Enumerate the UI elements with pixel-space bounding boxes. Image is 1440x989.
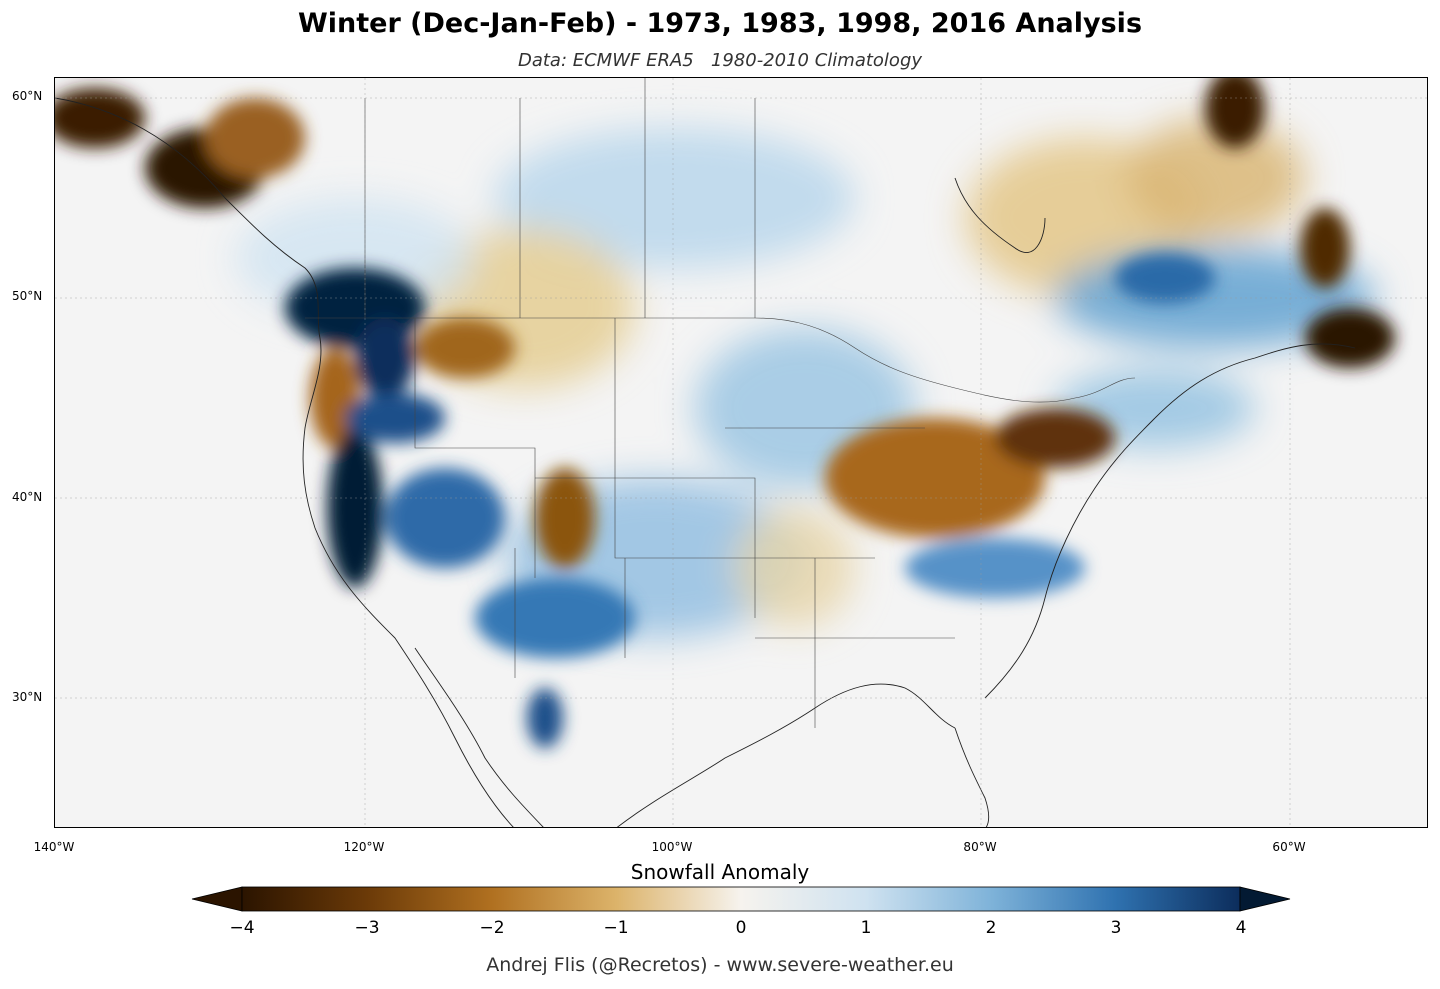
colorbar-tick: −1 bbox=[603, 918, 629, 938]
colorbar-tick: 0 bbox=[735, 918, 747, 938]
coastlines bbox=[55, 97, 1356, 827]
latitude-label-40n: 40°N bbox=[12, 490, 43, 504]
longitude-label-120w: 120°W bbox=[343, 840, 385, 854]
chart-subtitle: Data: ECMWF ERA5 1980-2010 Climatology bbox=[517, 50, 923, 71]
latitude-label-60n: 60°N bbox=[12, 89, 43, 103]
colorbar-extend-max bbox=[1239, 886, 1291, 912]
latitude-label-50n: 50°N bbox=[12, 289, 43, 303]
graticule bbox=[55, 78, 1427, 827]
colorbar-tick: −3 bbox=[354, 918, 380, 938]
colorbar-gradient bbox=[241, 886, 1241, 912]
longitude-label-60w: 60°W bbox=[1272, 840, 1306, 854]
longitude-label-100w: 100°W bbox=[651, 840, 693, 854]
anomaly-cores bbox=[55, 78, 1395, 748]
colorbar-tick: −2 bbox=[479, 918, 505, 938]
colorbar-tick: 2 bbox=[985, 918, 997, 938]
colorbar-tick: 3 bbox=[1110, 918, 1122, 938]
longitude-label-80w: 80°W bbox=[963, 840, 997, 854]
longitude-label-140w: 140°W bbox=[33, 840, 75, 854]
latitude-label-30n: 30°N bbox=[12, 690, 43, 704]
colorbar-extend-min bbox=[191, 886, 243, 912]
colorbar-tick: 4 bbox=[1235, 918, 1247, 938]
anomaly-map bbox=[55, 78, 1427, 827]
colorbar-tick: 1 bbox=[860, 918, 872, 938]
colorbar bbox=[191, 886, 1291, 912]
chart-title: Winter (Dec-Jan-Feb) - 1973, 1983, 1998,… bbox=[297, 8, 1143, 39]
colorbar-title: Snowfall Anomaly bbox=[630, 860, 810, 884]
map-panel bbox=[54, 77, 1428, 828]
colorbar-tick: −4 bbox=[229, 918, 255, 938]
borders bbox=[305, 78, 1136, 728]
credit-line: Andrej Flis (@Recretos) - www.severe-wea… bbox=[486, 954, 954, 976]
